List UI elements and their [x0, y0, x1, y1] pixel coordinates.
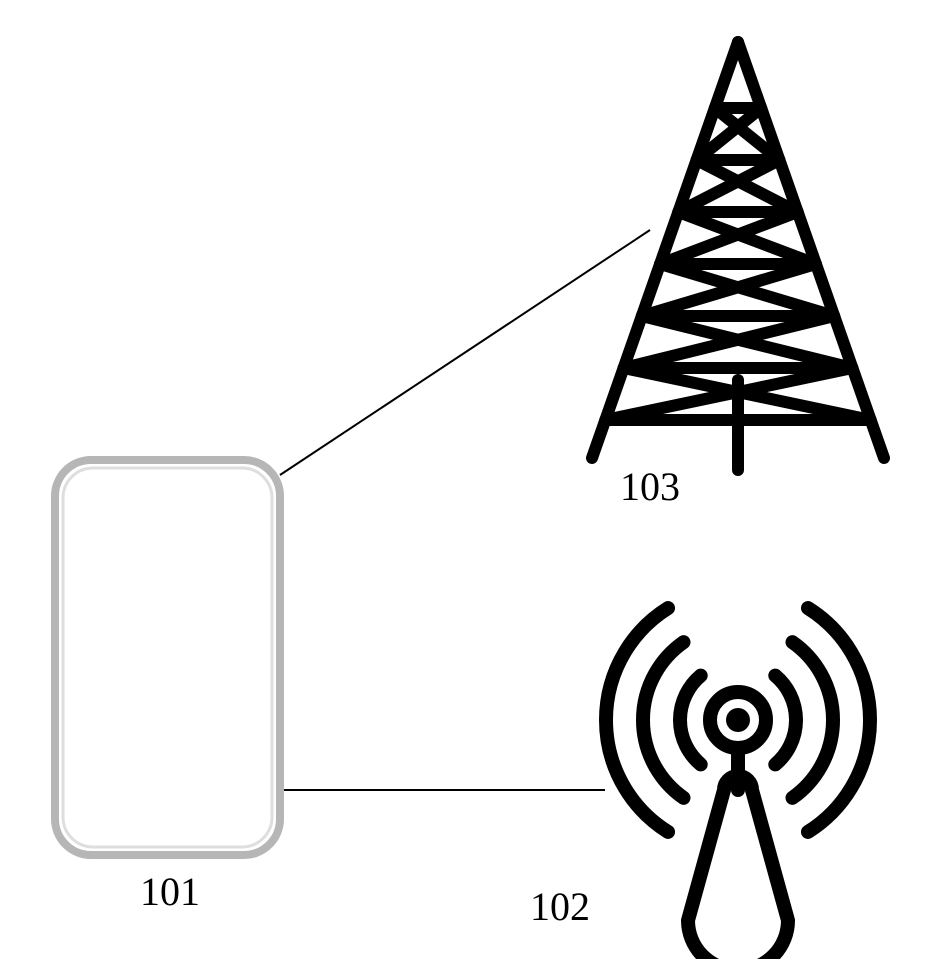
label-antenna: 102 [530, 884, 590, 929]
label-phone: 101 [140, 869, 200, 914]
tower-icon [592, 42, 884, 470]
label-tower: 103 [620, 464, 680, 509]
antenna-icon [606, 608, 932, 959]
phone-icon [55, 460, 280, 855]
